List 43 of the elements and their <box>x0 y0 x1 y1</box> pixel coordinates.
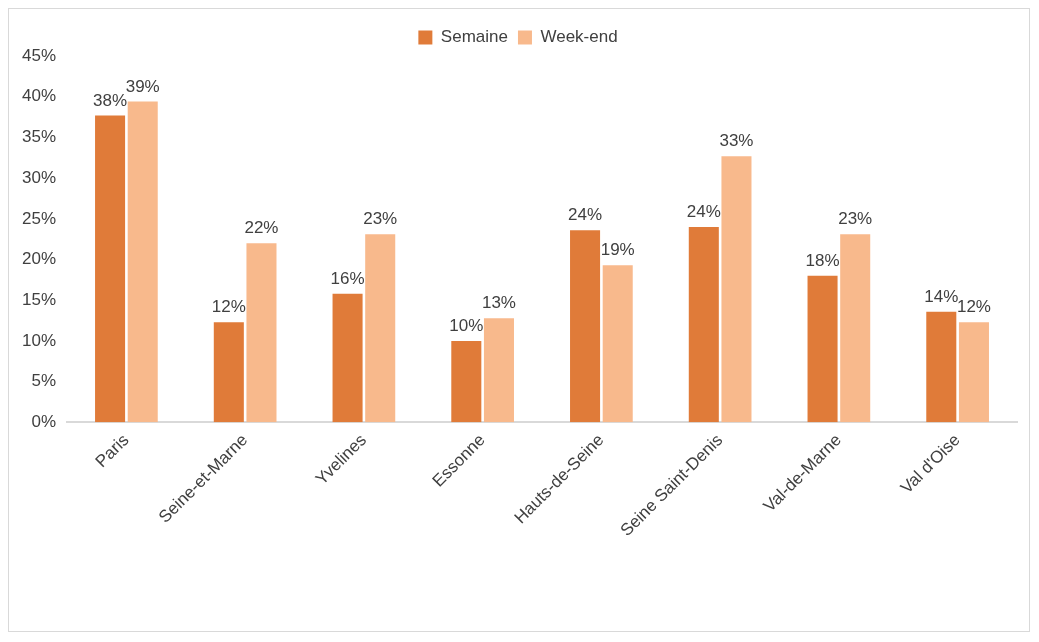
bar <box>365 234 396 423</box>
y-tick-label: 30% <box>21 167 57 187</box>
y-tick-label: 25% <box>21 208 57 228</box>
data-label: 23% <box>363 209 398 229</box>
bar <box>332 293 363 423</box>
bar <box>127 101 158 423</box>
data-label: 12% <box>211 297 246 317</box>
bar <box>688 226 719 423</box>
bar <box>483 318 514 423</box>
bar <box>570 230 601 423</box>
bar <box>451 340 482 423</box>
y-tick-label: 0% <box>31 412 57 432</box>
bar <box>721 156 752 423</box>
data-label: 18% <box>805 251 840 270</box>
data-label: 14% <box>924 286 959 306</box>
bar <box>807 275 838 423</box>
data-label: 39% <box>125 76 160 96</box>
bar <box>958 322 989 423</box>
legend-label: Week-end <box>540 27 618 47</box>
data-label: 24% <box>568 205 603 225</box>
data-label: 22% <box>244 218 279 238</box>
bar <box>602 265 633 423</box>
data-label: 38% <box>93 90 128 110</box>
data-label: 16% <box>330 268 365 288</box>
bar <box>926 311 957 423</box>
data-label: 19% <box>600 240 635 260</box>
bar <box>95 115 126 423</box>
y-tick-label: 20% <box>21 249 57 269</box>
y-tick-label: 40% <box>21 86 57 106</box>
y-tick-label: 10% <box>21 330 57 350</box>
y-tick-label: 45% <box>21 45 57 65</box>
data-label: 13% <box>481 293 516 313</box>
legend-label: Semaine <box>440 27 508 47</box>
y-tick-label: 35% <box>21 127 57 147</box>
bar <box>213 322 244 423</box>
y-tick-label: 5% <box>31 371 57 391</box>
bar <box>840 234 871 423</box>
bar <box>246 243 277 423</box>
data-label: 23% <box>838 209 873 229</box>
y-tick-label: 15% <box>21 289 57 309</box>
data-label: 33% <box>719 131 754 151</box>
data-label: 24% <box>686 202 721 222</box>
data-label: 10% <box>449 316 484 336</box>
